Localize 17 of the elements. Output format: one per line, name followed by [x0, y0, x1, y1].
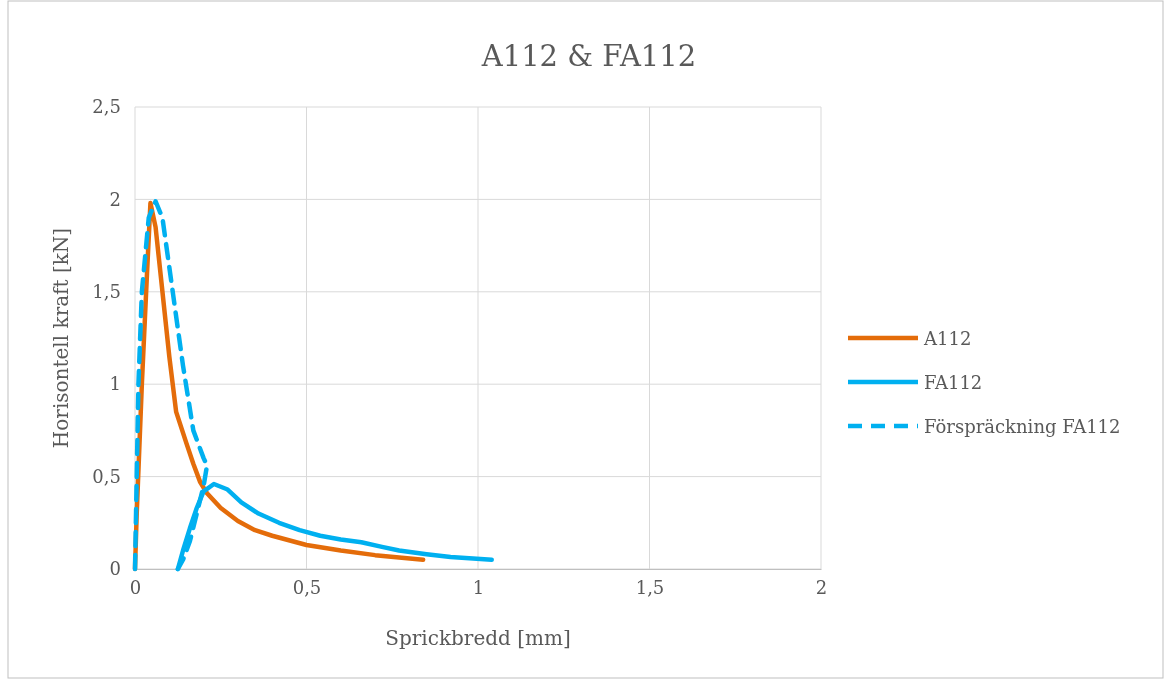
- x-tick-label: 1: [472, 576, 485, 598]
- x-tick-label: 2: [815, 576, 828, 598]
- legend-label: Förspräckning FA112: [924, 416, 1121, 437]
- x-tick-label: 1,5: [635, 576, 665, 598]
- legend-label: A112: [923, 328, 972, 349]
- y-tick-label: 0: [109, 558, 121, 580]
- y-tick-label: 2,5: [92, 96, 121, 118]
- y-axis-title: Horisontell kraft [kN]: [49, 227, 73, 449]
- y-tick-label: 2: [109, 188, 121, 210]
- legend-label: FA112: [924, 372, 983, 393]
- x-tick-label: 0: [129, 576, 142, 598]
- y-tick-label: 1,5: [92, 281, 121, 303]
- chart-title: A112 & FA112: [480, 39, 697, 73]
- x-tick-label: 0,5: [292, 576, 322, 598]
- y-tick-label: 1: [109, 373, 121, 395]
- y-tick-label: 0,5: [92, 465, 121, 487]
- x-axis-title: Sprickbredd [mm]: [385, 626, 571, 650]
